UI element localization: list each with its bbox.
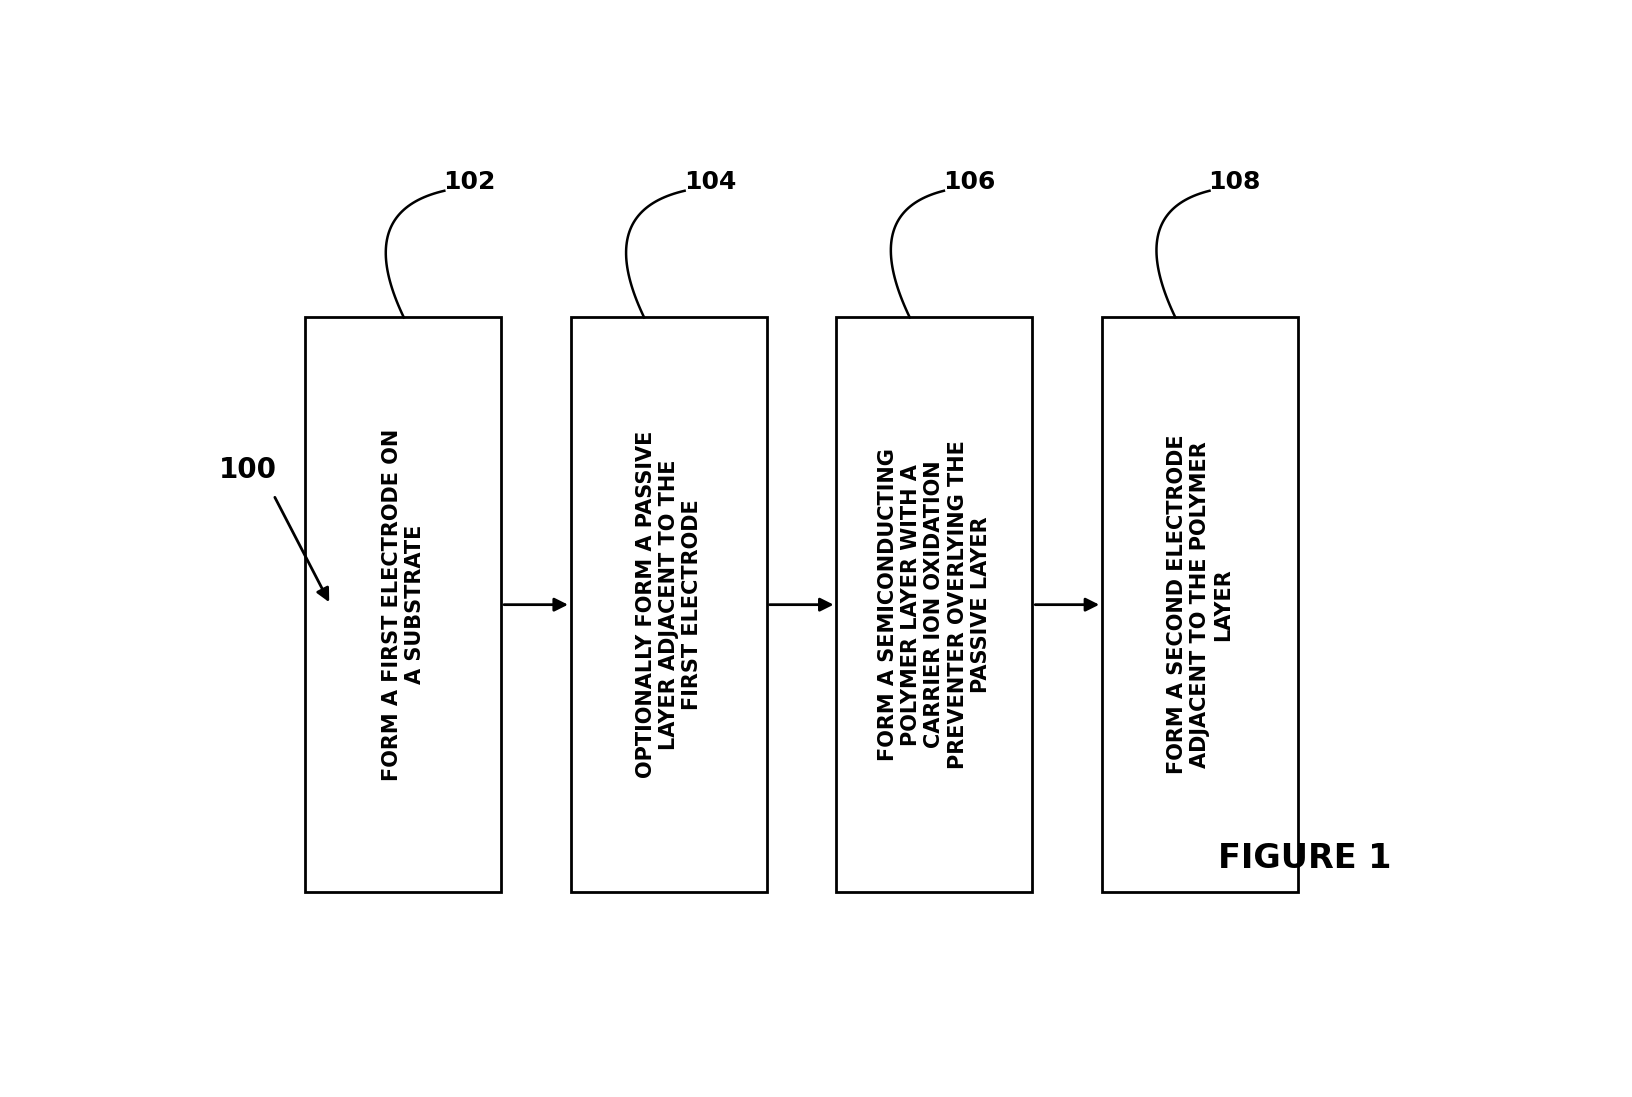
Text: 102: 102 [444,170,496,194]
Bar [1102,317,1297,892]
Text: 100: 100 [219,455,277,484]
Text: FORM A SECOND ELECTRODE
ADJACENT TO THE POLYMER
LAYER: FORM A SECOND ELECTRODE ADJACENT TO THE … [1167,434,1234,774]
Text: 108: 108 [1209,170,1262,194]
Text: FIGURE 1: FIGURE 1 [1217,841,1390,874]
Text: 106: 106 [943,170,996,194]
Text: FORM A SEMICONDUCTING
POLYMER LAYER WITH A
CARRIER ION OXIDATION
PREVENTER OVERL: FORM A SEMICONDUCTING POLYMER LAYER WITH… [878,440,991,769]
Bar [305,317,501,892]
Text: 104: 104 [684,170,736,194]
Text: FORM A FIRST ELECTRODE ON
A SUBSTRATE: FORM A FIRST ELECTRODE ON A SUBSTRATE [382,429,424,781]
Bar [571,317,767,892]
Bar [836,317,1033,892]
Text: OPTIONALLY FORM A PASSIVE
LAYER ADJACENT TO THE
FIRST ELECTRODE: OPTIONALLY FORM A PASSIVE LAYER ADJACENT… [635,431,702,779]
